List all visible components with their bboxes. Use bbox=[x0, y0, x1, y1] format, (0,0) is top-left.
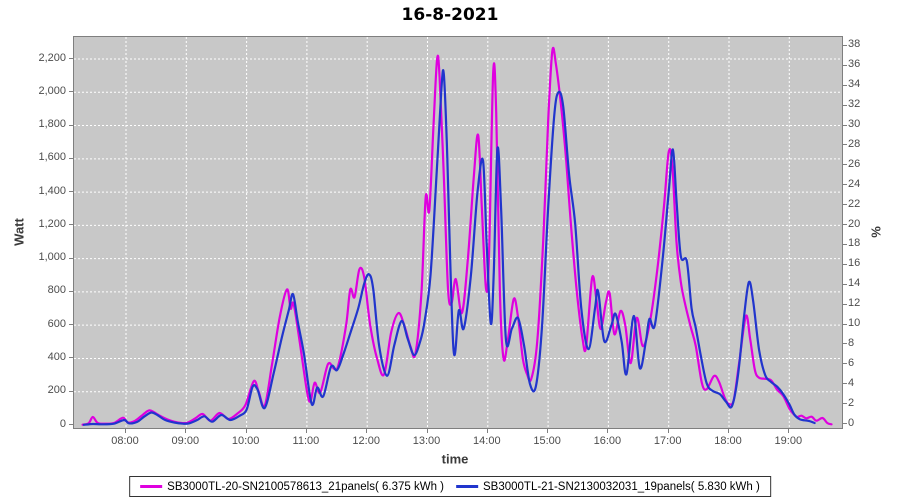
y-right-tick-mark bbox=[843, 144, 847, 145]
y-axis-label-left: Watt bbox=[11, 218, 27, 246]
legend-line-swatch bbox=[140, 485, 163, 488]
x-tick-mark bbox=[427, 429, 428, 433]
x-tick-mark bbox=[185, 429, 186, 433]
y-right-tick-label: 6 bbox=[848, 356, 855, 369]
y-right-tick-label: 30 bbox=[848, 118, 861, 131]
x-tick-label: 11:00 bbox=[292, 435, 320, 447]
x-tick-label: 18:00 bbox=[714, 435, 742, 447]
y-right-tick-label: 16 bbox=[848, 257, 861, 270]
y-right-tick-label: 26 bbox=[848, 157, 861, 170]
y-left-tick-label: 2,200 bbox=[38, 51, 66, 64]
x-tick-mark bbox=[306, 429, 307, 433]
chart-title: 16-8-2021 bbox=[401, 5, 499, 25]
x-tick-mark bbox=[547, 429, 548, 433]
y-right-tick-label: 28 bbox=[848, 137, 861, 150]
series-line-1 bbox=[82, 69, 816, 426]
legend-label: SB3000TL-20-SN2100578613_21panels( 6.375… bbox=[167, 480, 444, 493]
y-right-tick-label: 32 bbox=[848, 98, 861, 111]
y-left-tick-label: 1,600 bbox=[38, 151, 66, 164]
x-tick-mark bbox=[366, 429, 367, 433]
y-left-tick-label: 1,000 bbox=[38, 251, 66, 264]
y-left-tick-label: 600 bbox=[47, 317, 66, 330]
x-tick-mark bbox=[487, 429, 488, 433]
legend: SB3000TL-20-SN2100578613_21panels( 6.375… bbox=[129, 476, 771, 497]
y-right-tick-label: 2 bbox=[848, 396, 855, 409]
x-tick-label: 09:00 bbox=[171, 435, 200, 447]
y-right-tick-mark bbox=[843, 304, 847, 305]
x-tick-label: 08:00 bbox=[111, 435, 139, 447]
y-left-tick-label: 1,400 bbox=[38, 184, 66, 197]
plot-area bbox=[73, 36, 843, 429]
y-left-tick-label: 400 bbox=[47, 350, 66, 363]
y-right-tick-label: 20 bbox=[848, 217, 861, 230]
y-right-tick-label: 0 bbox=[848, 416, 855, 429]
x-tick-label: 19:00 bbox=[774, 435, 803, 447]
x-tick-label: 15:00 bbox=[533, 435, 561, 447]
y-axis-label-right: % bbox=[868, 226, 884, 238]
y-left-tick-label: 200 bbox=[47, 384, 66, 397]
y-right-tick-mark bbox=[843, 224, 847, 225]
y-right-tick-mark bbox=[843, 45, 847, 46]
x-tick-mark bbox=[788, 429, 789, 433]
y-right-tick-mark bbox=[843, 65, 847, 66]
y-left-tick-label: 1,200 bbox=[38, 217, 66, 230]
plot-canvas bbox=[74, 37, 842, 428]
x-tick-mark bbox=[668, 429, 669, 433]
legend-label: SB3000TL-21-SN2130032031_19panels( 5.830… bbox=[483, 480, 760, 493]
x-tick-label: 17:00 bbox=[653, 435, 682, 447]
y-right-tick-label: 24 bbox=[848, 177, 861, 190]
x-axis-label: time bbox=[441, 451, 469, 467]
legend-item-1: SB3000TL-21-SN2130032031_19panels( 5.830… bbox=[456, 481, 760, 493]
y-right-tick-label: 22 bbox=[848, 197, 861, 210]
y-right-tick-mark bbox=[843, 204, 847, 205]
y-right-tick-label: 10 bbox=[848, 317, 861, 330]
y-right-tick-mark bbox=[843, 363, 847, 364]
legend-line-swatch bbox=[456, 485, 478, 488]
x-tick-label: 14:00 bbox=[473, 435, 501, 447]
y-left-tick-label: 0 bbox=[59, 417, 66, 430]
y-right-tick-mark bbox=[843, 244, 847, 245]
y-right-tick-mark bbox=[843, 125, 847, 126]
x-tick-label: 13:00 bbox=[412, 435, 441, 447]
y-right-tick-label: 8 bbox=[848, 336, 855, 349]
y-left-tick-label: 2,000 bbox=[38, 84, 66, 97]
x-tick-mark bbox=[728, 429, 729, 433]
y-right-tick-mark bbox=[843, 324, 847, 325]
y-left-tick-label: 800 bbox=[47, 284, 66, 297]
y-right-tick-mark bbox=[843, 264, 847, 265]
y-right-tick-label: 34 bbox=[848, 78, 861, 91]
y-right-tick-label: 12 bbox=[848, 297, 861, 310]
legend-item-0: SB3000TL-20-SN2100578613_21panels( 6.375… bbox=[140, 481, 444, 493]
y-right-tick-mark bbox=[843, 423, 847, 424]
x-tick-mark bbox=[125, 429, 126, 433]
x-tick-mark bbox=[607, 429, 608, 433]
x-tick-mark bbox=[246, 429, 247, 433]
x-tick-label: 12:00 bbox=[352, 435, 380, 447]
y-right-tick-label: 36 bbox=[848, 58, 861, 71]
y-right-tick-label: 18 bbox=[848, 237, 861, 250]
series-line-0 bbox=[81, 46, 833, 426]
y-right-tick-mark bbox=[843, 184, 847, 185]
x-tick-label: 16:00 bbox=[593, 435, 622, 447]
y-left-tick-label: 1,800 bbox=[38, 118, 66, 131]
y-right-tick-mark bbox=[843, 383, 847, 384]
y-right-tick-label: 14 bbox=[848, 277, 861, 290]
y-right-tick-mark bbox=[843, 403, 847, 404]
y-right-tick-mark bbox=[843, 343, 847, 344]
y-right-tick-mark bbox=[843, 105, 847, 106]
y-right-tick-mark bbox=[843, 85, 847, 86]
y-right-tick-label: 38 bbox=[848, 38, 861, 51]
y-right-tick-mark bbox=[843, 164, 847, 165]
y-right-tick-label: 4 bbox=[848, 376, 855, 389]
y-right-tick-mark bbox=[843, 284, 847, 285]
x-tick-label: 10:00 bbox=[231, 435, 260, 447]
